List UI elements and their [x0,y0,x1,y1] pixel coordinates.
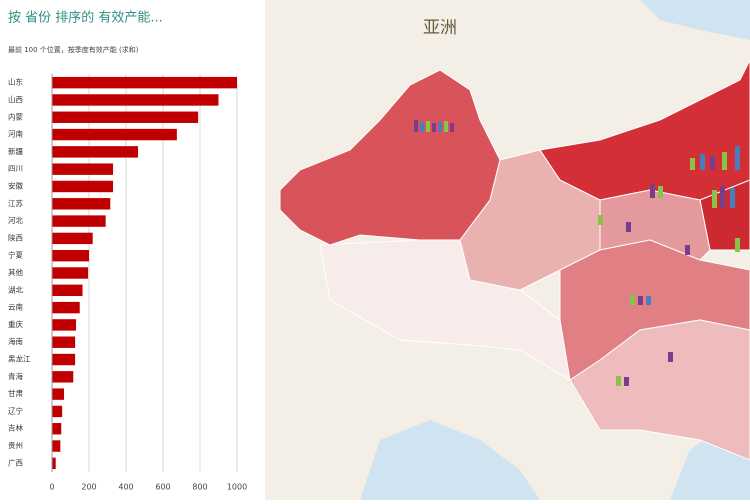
chart-panel [0,0,265,500]
y-tick-label: 山西 [8,94,23,104]
bar [52,249,89,262]
bar [52,163,114,175]
bar [52,111,199,123]
bar [52,146,139,158]
bar [52,440,61,452]
y-tick-label: 河北 [8,216,23,225]
y-tick-label: 宁夏 [8,250,23,260]
y-tick-label: 重庆 [8,319,23,329]
bar [52,423,62,435]
y-tick-label: 海南 [8,336,23,346]
y-tick-label: 吉林 [8,423,23,433]
y-tick-label: 贵州 [8,440,23,450]
map-label: 亚洲 [423,18,457,38]
x-tick-label: 800 [192,483,207,492]
bar [52,371,74,383]
bar [52,198,111,210]
chart-title: 按 省份 排序的 有效产能... [8,10,163,26]
y-tick-label: 新疆 [8,146,23,156]
y-tick-label: 江苏 [8,198,23,208]
x-tick-label: 200 [81,483,96,492]
bar [52,301,80,314]
x-tick-label: 600 [155,483,170,492]
bar [52,336,76,348]
y-tick-label: 河南 [8,129,23,139]
x-tick-label: 0 [49,483,54,492]
y-tick-label: 云南 [8,302,23,312]
y-tick-label: 辽宁 [8,405,23,415]
y-tick-label: 甘肃 [8,388,23,398]
bar [52,457,56,470]
bar [52,232,93,245]
y-tick-label: 广西 [8,457,23,467]
bar [52,76,237,89]
bar [52,353,76,366]
bar [52,128,177,141]
y-tick-label: 陕西 [8,232,23,242]
bar [52,405,63,418]
y-tick-label: 山东 [8,77,23,87]
bar [52,215,106,227]
y-tick-label: 四川 [8,164,23,173]
plot: 0 200 400 600 800 1000 山东山西内蒙河南新疆四川安徽江苏河北陕西宁夏其… [8,74,247,492]
y-tick-label: 其他 [8,267,23,277]
bar [52,267,89,279]
x-tick-label: 1000 [227,483,247,492]
bar [52,284,83,297]
map-markers [414,120,740,386]
chart-subtitle: 最前 100 个位置，按季度有效产能 (求和) [8,45,139,54]
y-tick-label: 湖北 [8,285,23,294]
y-tick-label: 内蒙 [8,111,23,121]
y-tick-label: 安徽 [8,180,23,190]
bar [52,319,77,331]
bar [52,180,114,193]
bar [52,388,65,400]
y-tick-label: 黑龙江 [8,354,31,364]
bar [52,94,219,106]
map: 亚洲 [265,0,750,500]
x-tick-label: 400 [118,483,133,492]
y-tick-label: 青海 [8,371,23,381]
